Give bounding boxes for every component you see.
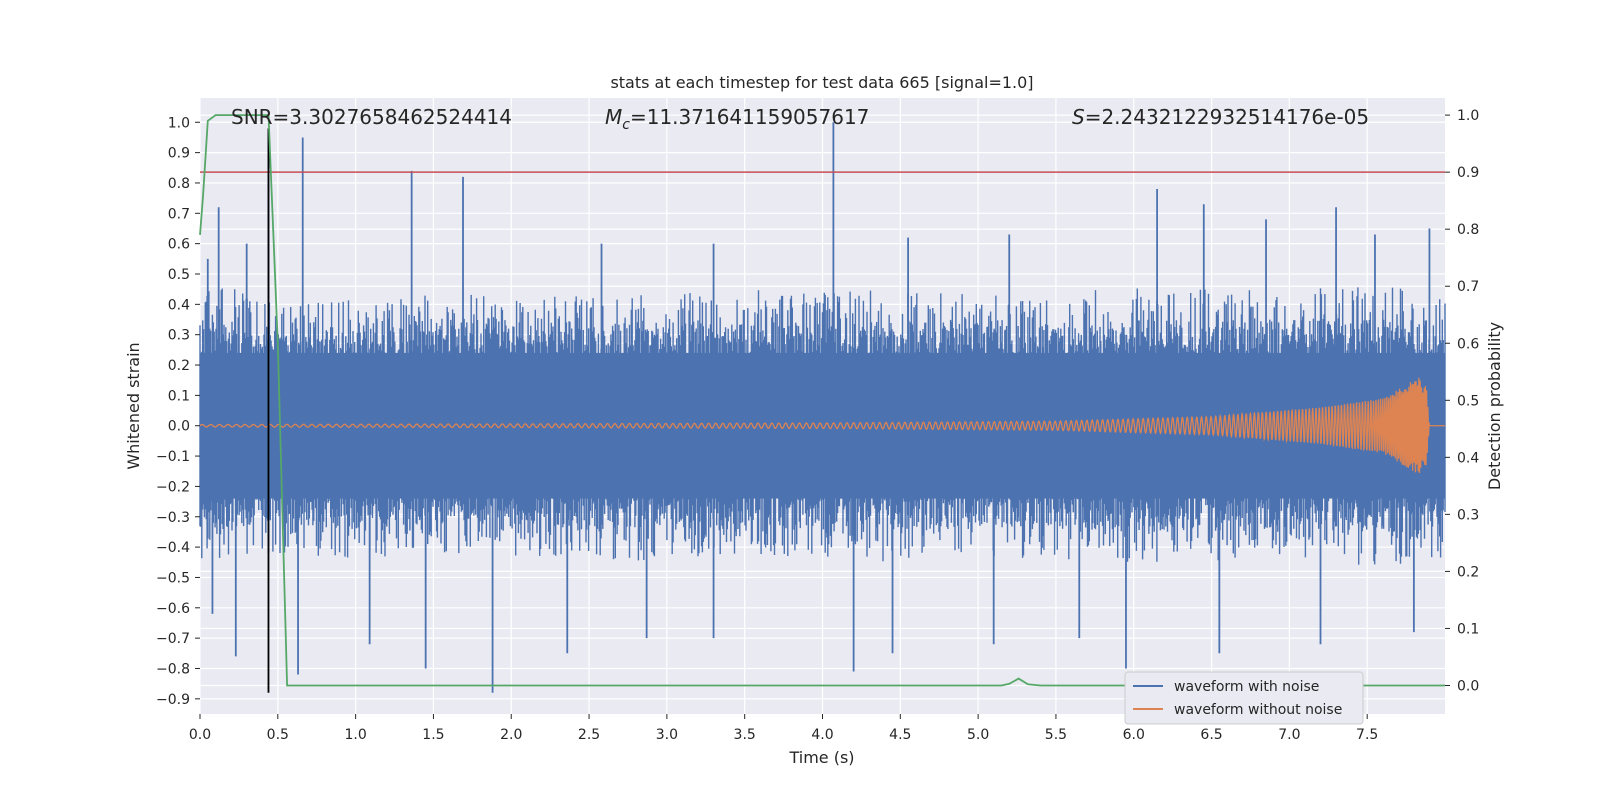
clean-waveform: [199, 377, 1445, 474]
y-tick-label: 0.3: [168, 328, 190, 344]
x-tick-label: 0.5: [267, 727, 289, 743]
s-value: =2.2432122932514176e-05: [1085, 105, 1369, 129]
x-tick-label: 5.0: [967, 727, 989, 743]
y2-tick-label: 0.9: [1457, 165, 1479, 181]
y-tick-label: 0.6: [168, 237, 190, 253]
y-tick-label: −0.3: [156, 510, 190, 526]
y2-tick-label: 0.5: [1457, 393, 1479, 409]
x-tick-label: 0.0: [189, 727, 211, 743]
y-tick-label: 0.0: [168, 419, 190, 435]
x-tick-label: 1.5: [422, 727, 444, 743]
y-tick-label: 0.2: [168, 358, 190, 374]
legend-label-noise: waveform with noise: [1174, 679, 1319, 695]
y-tick-label: 0.9: [168, 146, 190, 162]
x-tick-label: 2.0: [500, 727, 522, 743]
right-tick-labels: 0.0 0.1 0.2 0.3 0.4 0.5 0.6 0.7 0.8 0.9 1.0: [1445, 108, 1479, 694]
y-tick-label: −0.9: [156, 692, 190, 708]
x-tick-label: 7.5: [1356, 727, 1378, 743]
y-tick-label: 0.8: [168, 176, 190, 192]
y-tick-label: 0.5: [168, 267, 190, 283]
y-tick-label: −0.4: [156, 540, 190, 556]
y-tick-label: 0.1: [168, 388, 190, 404]
y-tick-label: −0.8: [156, 661, 190, 677]
x-axis-label: Time (s): [788, 748, 854, 767]
y2-tick-label: 1.0: [1457, 108, 1479, 124]
y-tick-label: −0.7: [156, 631, 190, 647]
y-tick-label: 1.0: [168, 115, 190, 131]
y2-tick-label: 0.7: [1457, 279, 1479, 295]
chart-title: stats at each timestep for test data 665…: [610, 73, 1033, 92]
y-tick-label: 0.4: [168, 297, 190, 313]
y-axis-label: Whitened strain: [124, 342, 143, 469]
legend-label-clean: waveform without noise: [1174, 702, 1342, 718]
x-tick-label: 2.5: [578, 727, 600, 743]
y2-tick-label: 0.8: [1457, 222, 1479, 238]
y2-tick-label: 0.6: [1457, 336, 1479, 352]
y2-tick-label: 0.4: [1457, 450, 1479, 466]
x-tick-label: 3.0: [656, 727, 678, 743]
x-tick-label: 5.5: [1045, 727, 1067, 743]
y-tick-label: −0.1: [156, 449, 190, 465]
x-tick-labels: 0.0 0.5 1.0 1.5 2.0 2.5 3.0 3.5 4.0 4.5 5.0 5.5 6.0 6…: [189, 714, 1378, 743]
y2-tick-label: 0.0: [1457, 678, 1479, 694]
chirp-mass-annotation: Mc=11.371641159057617: [605, 105, 869, 133]
left-tick-labels: −0.9 −0.8 −0.7 −0.6 −0.5 −0.4 −0.3 −0.2 −0.1 0.0 0…: [156, 115, 200, 708]
s-annotation: S=2.2432122932514176e-05: [1072, 105, 1369, 129]
y-tick-label: 0.7: [168, 206, 190, 222]
y-tick-label: −0.6: [156, 601, 190, 617]
y-tick-label: −0.5: [156, 570, 190, 586]
legend: waveform with noise waveform without noi…: [1124, 671, 1364, 725]
clean-waveform-line: [199, 377, 1445, 474]
x-tick-label: 3.5: [734, 727, 756, 743]
y2-tick-label: 0.2: [1457, 564, 1479, 580]
y-tick-label: −0.2: [156, 479, 190, 495]
probability-layer: [199, 114, 1445, 693]
legend-box: [1124, 671, 1364, 725]
chirp-mass-value: =11.371641159057617: [630, 105, 869, 129]
y2-tick-label: 0.1: [1457, 621, 1479, 637]
s-symbol: S: [1072, 105, 1085, 129]
x-tick-label: 4.0: [811, 727, 833, 743]
chirp-mass-symbol: M: [605, 105, 622, 129]
x-tick-label: 6.0: [1123, 727, 1145, 743]
x-tick-label: 6.5: [1200, 727, 1222, 743]
detection-probability-line: [199, 114, 1445, 687]
chirp-mass-subscript: c: [622, 117, 630, 133]
x-tick-label: 4.5: [889, 727, 911, 743]
x-tick-label: 7.0: [1278, 727, 1300, 743]
y2-tick-label: 0.3: [1457, 507, 1479, 523]
y2-axis-label: Detection probability: [1485, 322, 1504, 490]
x-tick-label: 1.0: [344, 727, 366, 743]
snr-annotation: SNR=3.3027658462524414: [231, 105, 512, 129]
